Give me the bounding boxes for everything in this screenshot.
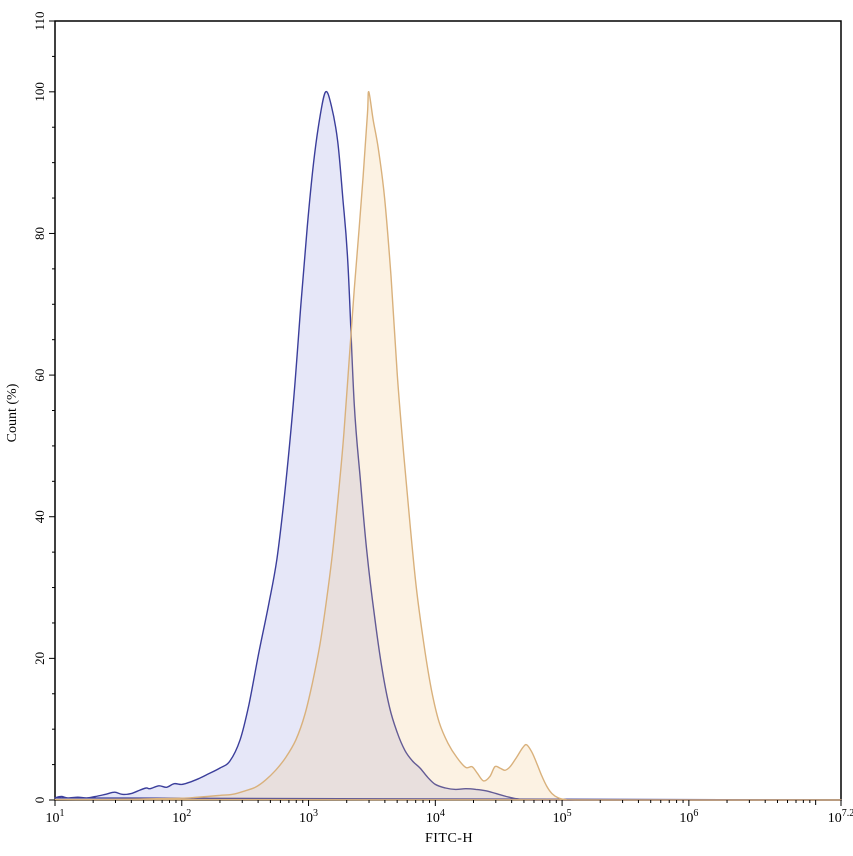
y-tick-label: 0 <box>32 797 47 804</box>
plot-frame <box>54 20 842 801</box>
y-tick-label: 100 <box>32 82 47 102</box>
y-tick-label: 40 <box>32 510 47 523</box>
histogram-curve-blue <box>54 90 842 801</box>
x-axis-title: FITC-H <box>424 831 474 846</box>
x-tick-label: 106 <box>679 808 698 826</box>
x-tick-label: 103 <box>299 808 318 826</box>
y-tick-label: 20 <box>32 652 47 665</box>
x-tick-label: 101 <box>46 808 65 826</box>
y-tick-label: 80 <box>32 227 47 240</box>
x-tick-label: 105 <box>553 808 572 826</box>
y-axis-title: Count (%) <box>5 383 20 443</box>
x-tick-label: 107.2 <box>828 808 853 826</box>
x-tick-label: 102 <box>172 808 191 826</box>
y-tick-label: 110 <box>32 11 47 30</box>
y-tick-label: 60 <box>32 369 47 382</box>
x-tick-label: 104 <box>426 808 445 826</box>
histogram-curve-orange <box>54 91 842 801</box>
